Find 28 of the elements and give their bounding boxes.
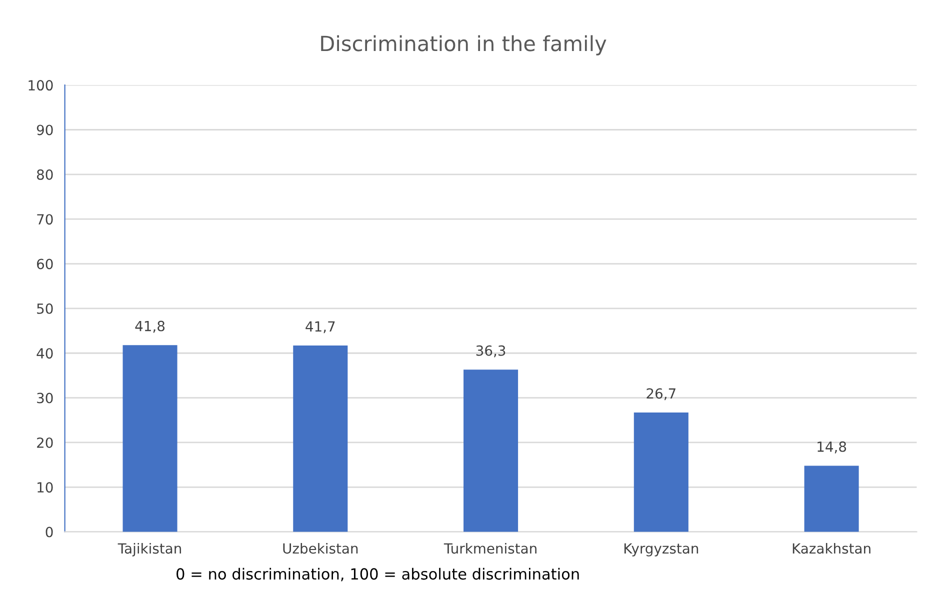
x-tick-label: Kyrgyzstan bbox=[624, 543, 698, 556]
y-tick-label: 10 bbox=[38, 482, 53, 493]
bar bbox=[122, 345, 178, 532]
y-tick-label: 30 bbox=[37, 392, 53, 404]
x-tick-label: Uzbekistan bbox=[283, 542, 358, 554]
bar bbox=[293, 346, 348, 532]
y-tick-label: 100 bbox=[28, 80, 53, 91]
y-tick-label: 80 bbox=[36, 169, 53, 180]
bar bbox=[634, 412, 688, 532]
data-label: 26,7 bbox=[646, 388, 676, 400]
x-tick-label: Turkmenistan bbox=[444, 542, 536, 554]
y-tick-label: 40 bbox=[36, 348, 53, 359]
bar bbox=[464, 370, 518, 532]
data-label: 14,8 bbox=[818, 441, 846, 454]
y-tick-label: 60 bbox=[37, 258, 53, 270]
text: 0 = no discrimination, 100 = absolute discrimination bbox=[176, 568, 579, 582]
data-label: 36,3 bbox=[476, 345, 506, 358]
y-tick-label: 90 bbox=[36, 124, 53, 136]
data-label: 41,7 bbox=[306, 321, 335, 334]
y-tick-label: 20 bbox=[37, 437, 53, 448]
bar bbox=[804, 466, 859, 532]
y-tick-label: 0 bbox=[46, 526, 53, 538]
y-tick-label: 70 bbox=[37, 214, 53, 225]
x-tick-label: Tajikistan bbox=[118, 542, 181, 556]
x-tick-label: Kazakhstan bbox=[792, 542, 870, 554]
chart-title: Discrimination in the family bbox=[321, 35, 606, 56]
y-tick-label: 50 bbox=[37, 303, 53, 314]
data-label: 41,8 bbox=[135, 320, 165, 333]
